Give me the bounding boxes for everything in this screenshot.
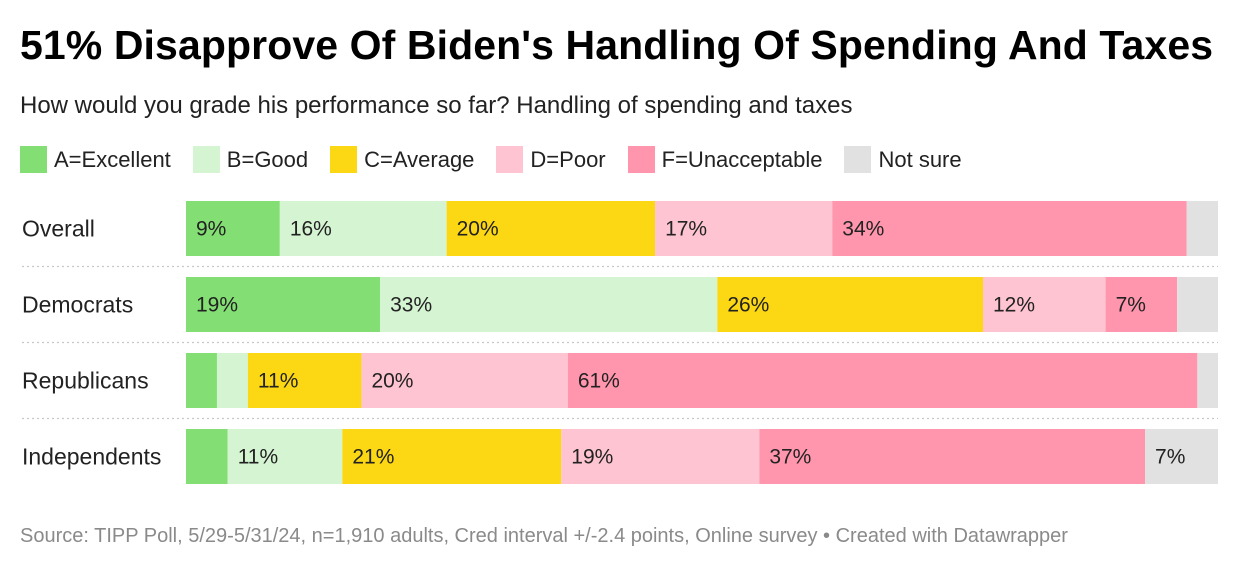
row-label-democrats: Democrats: [22, 292, 133, 318]
bar-independents-excellent: [186, 429, 228, 484]
legend-item-poor: D=Poor: [496, 146, 606, 173]
data-label-democrats-good: 33%: [390, 294, 432, 317]
bar-independents-not-sure: [1145, 429, 1218, 484]
data-label-independents-unacceptable: 37%: [769, 446, 811, 469]
data-label-democrats-poor: 12%: [993, 294, 1035, 317]
bar-democrats-unacceptable: [1105, 277, 1178, 332]
bar-independents-poor: [561, 429, 760, 484]
legend-label-not-sure: Not sure: [878, 146, 962, 172]
bar-overall-good: [279, 201, 447, 256]
data-label-independents-average: 21%: [352, 446, 394, 469]
chart-subtitle: How would you grade his performance so f…: [20, 92, 853, 119]
chart-title: 51% Disapprove Of Biden's Handling Of Sp…: [20, 22, 1214, 68]
legend-swatch-average: [330, 146, 358, 173]
legend-item-excellent: A=Excellent: [20, 146, 171, 173]
bar-republicans-poor: [361, 353, 568, 408]
legend-swatch-good: [192, 146, 220, 173]
bar-democrats-excellent: [186, 277, 381, 332]
legend-swatch-not-sure: [844, 146, 872, 173]
data-label-republicans-unacceptable: 61%: [578, 370, 620, 393]
legend-item-average: C=Average: [330, 146, 474, 173]
data-label-overall-average: 20%: [457, 218, 499, 241]
legend-label-average: C=Average: [364, 146, 475, 172]
data-label-independents-good: 11%: [238, 446, 278, 469]
legend-swatch-unacceptable: [627, 146, 655, 173]
bar-republicans-not-sure: [1197, 353, 1218, 408]
data-label-independents-poor: 19%: [571, 446, 613, 469]
bar-democrats-poor: [982, 277, 1106, 332]
bar-overall-unacceptable: [832, 201, 1187, 256]
bar-overall-average: [446, 201, 656, 256]
data-label-independents-not-sure: 7%: [1155, 446, 1185, 469]
bar-overall-not-sure: [1186, 201, 1218, 256]
legend-label-poor: D=Poor: [530, 146, 606, 172]
bar-democrats-not-sure: [1177, 277, 1218, 332]
legend-item-good: B=Good: [192, 146, 309, 173]
bar-independents-average: [342, 429, 562, 484]
legend-item-unacceptable: F=Unacceptable: [627, 146, 823, 173]
data-label-democrats-unacceptable: 7%: [1116, 294, 1146, 317]
bar-republicans-good: [216, 353, 248, 408]
data-label-overall-good: 16%: [290, 218, 332, 241]
data-label-republicans-poor: 20%: [371, 370, 413, 393]
legend: A=Excellent B=Good C=Average D=Poor F=Un…: [20, 146, 984, 173]
bar-overall-excellent: [186, 201, 280, 256]
bar-independents-unacceptable: [759, 429, 1146, 484]
source-note: Source: TIPP Poll, 5/29-5/31/24, n=1,910…: [20, 525, 1068, 547]
bar-independents-good: [227, 429, 343, 484]
data-label-democrats-average: 26%: [727, 294, 769, 317]
legend-item-not-sure: Not sure: [844, 146, 962, 173]
bar-democrats-good: [380, 277, 718, 332]
legend-label-excellent: A=Excellent: [54, 146, 171, 172]
legend-swatch-poor: [496, 146, 524, 173]
legend-label-unacceptable: F=Unacceptable: [661, 146, 823, 172]
data-label-overall-excellent: 9%: [196, 218, 226, 241]
data-label-democrats-excellent: 19%: [196, 294, 238, 317]
bar-republicans-average: [247, 353, 362, 408]
data-label-overall-poor: 17%: [665, 218, 707, 241]
row-label-republicans: Republicans: [22, 368, 149, 394]
row-label-independents: Independents: [22, 444, 161, 470]
legend-swatch-excellent: [20, 146, 47, 173]
legend-label-good: B=Good: [226, 146, 309, 172]
bar-democrats-average: [717, 277, 983, 332]
bar-republicans-excellent: [186, 353, 217, 408]
data-label-republicans-average: 11%: [258, 370, 298, 393]
bar-republicans-unacceptable: [567, 353, 1198, 408]
bar-overall-poor: [655, 201, 833, 256]
row-label-overall: Overall: [22, 216, 95, 242]
data-label-overall-unacceptable: 34%: [842, 218, 884, 241]
